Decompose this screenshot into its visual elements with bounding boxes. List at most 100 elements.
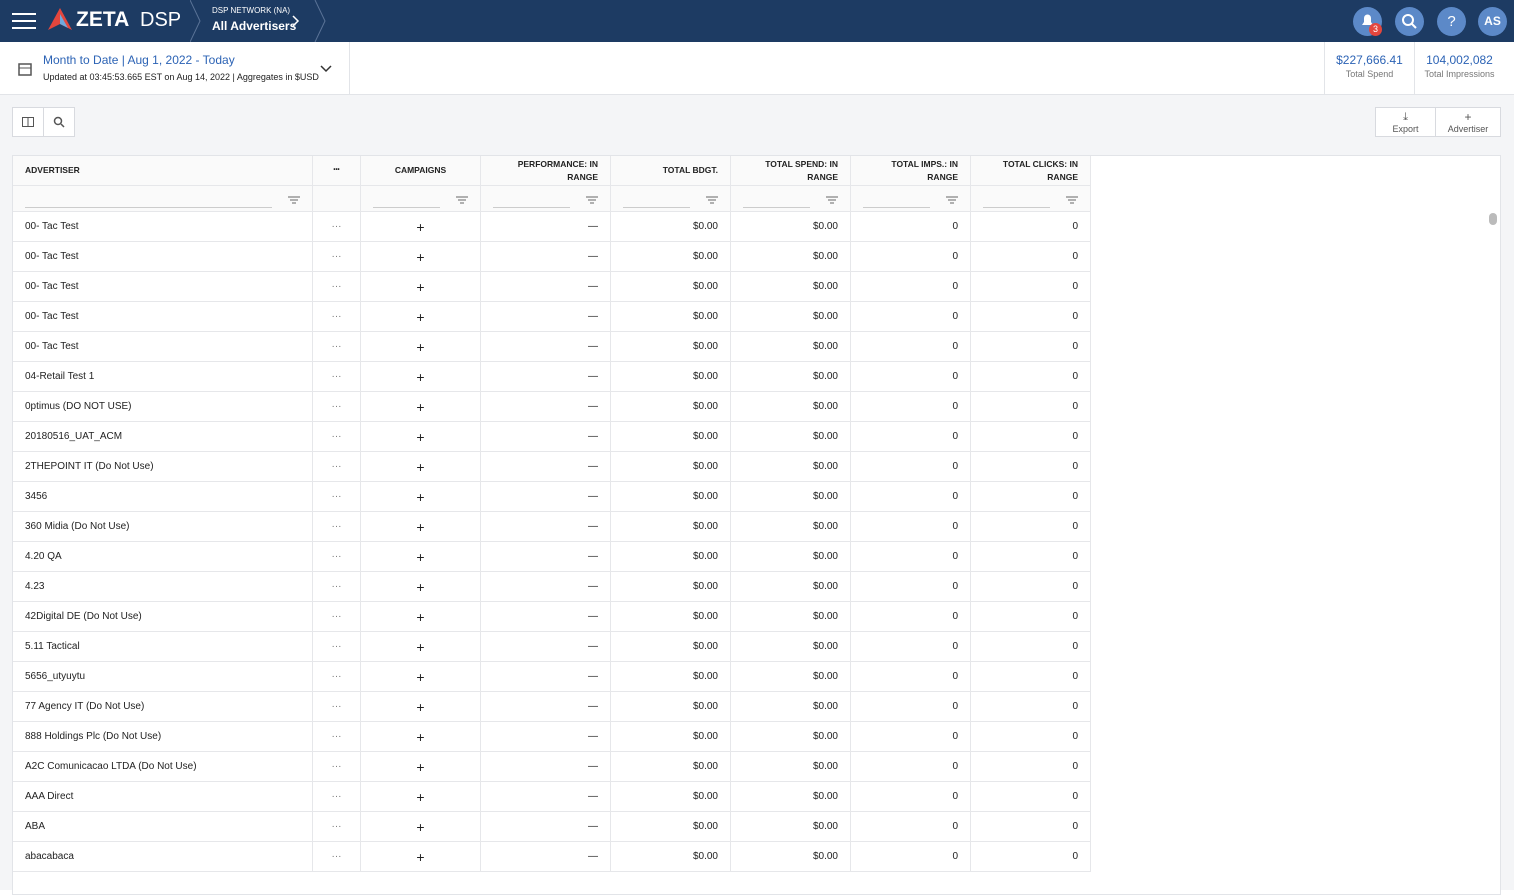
advertiser-name[interactable]: 42Digital DE (Do Not Use) — [13, 602, 313, 632]
row-menu[interactable]: ··· — [313, 692, 361, 722]
advertiser-name[interactable]: abacabaca — [13, 842, 313, 872]
advertiser-name[interactable]: ABA — [13, 812, 313, 842]
advertiser-name[interactable]: 5656_utyuytu — [13, 662, 313, 692]
filter-input[interactable] — [493, 207, 570, 208]
add-campaign[interactable]: + — [361, 362, 481, 392]
row-menu[interactable]: ··· — [313, 302, 361, 332]
add-campaign[interactable]: + — [361, 392, 481, 422]
search-table-button[interactable] — [43, 107, 75, 137]
filter-input[interactable] — [25, 207, 272, 208]
add-campaign[interactable]: + — [361, 752, 481, 782]
filter-icon[interactable] — [456, 196, 468, 204]
row-menu[interactable]: ··· — [313, 482, 361, 512]
advertiser-name[interactable]: AAA Direct — [13, 782, 313, 812]
add-campaign[interactable]: + — [361, 542, 481, 572]
add-campaign[interactable]: + — [361, 722, 481, 752]
row-menu[interactable]: ··· — [313, 842, 361, 872]
filter-icon[interactable] — [706, 196, 718, 204]
filter-icon[interactable] — [946, 196, 958, 204]
advertiser-name[interactable]: 04-Retail Test 1 — [13, 362, 313, 392]
advertiser-name[interactable]: 5.11 Tactical — [13, 632, 313, 662]
add-campaign[interactable]: + — [361, 632, 481, 662]
advertiser-name[interactable]: 00- Tac Test — [13, 212, 313, 242]
add-campaign[interactable]: + — [361, 602, 481, 632]
filter-icon[interactable] — [1066, 196, 1078, 204]
columns-button[interactable] — [12, 107, 44, 137]
filter-input[interactable] — [373, 207, 440, 208]
column-header[interactable]: TOTAL SPEND: IN RANGE — [731, 156, 851, 186]
add-campaign[interactable]: + — [361, 812, 481, 842]
add-campaign[interactable]: + — [361, 422, 481, 452]
filter-input[interactable] — [623, 207, 690, 208]
advertiser-name[interactable]: 00- Tac Test — [13, 302, 313, 332]
column-header[interactable]: TOTAL IMPS.: IN RANGE — [851, 156, 971, 186]
row-menu[interactable]: ··· — [313, 572, 361, 602]
row-menu[interactable]: ··· — [313, 272, 361, 302]
advertiser-name[interactable]: 77 Agency IT (Do Not Use) — [13, 692, 313, 722]
search-button[interactable] — [1395, 7, 1424, 36]
filter-input[interactable] — [743, 207, 810, 208]
row-menu[interactable]: ··· — [313, 452, 361, 482]
filter-icon[interactable] — [288, 196, 300, 204]
date-dropdown[interactable] — [320, 65, 332, 73]
add-campaign[interactable]: + — [361, 212, 481, 242]
advertiser-name[interactable]: 888 Holdings Plc (Do Not Use) — [13, 722, 313, 752]
scope[interactable]: All Advertisers — [212, 19, 297, 33]
add-campaign[interactable]: + — [361, 272, 481, 302]
column-menu[interactable]: ••• — [313, 156, 361, 186]
advertiser-name[interactable]: 360 Midia (Do Not Use) — [13, 512, 313, 542]
row-menu[interactable]: ··· — [313, 422, 361, 452]
row-menu[interactable]: ··· — [313, 782, 361, 812]
row-menu[interactable]: ··· — [313, 752, 361, 782]
advertiser-name[interactable]: 3456 — [13, 482, 313, 512]
row-menu[interactable]: ··· — [313, 662, 361, 692]
scrollbar-thumb[interactable] — [1489, 213, 1497, 225]
advertiser-name[interactable]: 20180516_UAT_ACM — [13, 422, 313, 452]
column-header[interactable]: ADVERTISER — [13, 156, 313, 186]
add-campaign[interactable]: + — [361, 242, 481, 272]
add-campaign[interactable]: + — [361, 482, 481, 512]
date-range[interactable]: Month to Date | Aug 1, 2022 - Today — [43, 53, 235, 67]
add-advertiser-button[interactable]: + Advertiser — [1435, 107, 1501, 137]
add-campaign[interactable]: + — [361, 302, 481, 332]
row-menu[interactable]: ··· — [313, 722, 361, 752]
row-menu[interactable]: ··· — [313, 512, 361, 542]
row-menu[interactable]: ··· — [313, 812, 361, 842]
add-campaign[interactable]: + — [361, 662, 481, 692]
row-menu[interactable]: ··· — [313, 632, 361, 662]
help-button[interactable]: ? — [1437, 7, 1466, 36]
row-menu[interactable]: ··· — [313, 392, 361, 422]
add-campaign[interactable]: + — [361, 512, 481, 542]
column-header[interactable]: TOTAL CLICKS: IN RANGE — [971, 156, 1091, 186]
filter-icon[interactable] — [586, 196, 598, 204]
filter-icon[interactable] — [826, 196, 838, 204]
row-menu[interactable]: ··· — [313, 332, 361, 362]
row-menu[interactable]: ··· — [313, 362, 361, 392]
row-menu[interactable]: ··· — [313, 242, 361, 272]
advertiser-name[interactable]: 00- Tac Test — [13, 242, 313, 272]
avatar[interactable]: AS — [1478, 7, 1507, 36]
advertiser-name[interactable]: 00- Tac Test — [13, 272, 313, 302]
add-campaign[interactable]: + — [361, 842, 481, 872]
export-button[interactable]: ⤓ Export — [1375, 107, 1436, 137]
row-menu[interactable]: ··· — [313, 542, 361, 572]
add-campaign[interactable]: + — [361, 332, 481, 362]
add-campaign[interactable]: + — [361, 572, 481, 602]
add-campaign[interactable]: + — [361, 782, 481, 812]
advertiser-name[interactable]: 2THEPOINT IT (Do Not Use) — [13, 452, 313, 482]
advertiser-name[interactable]: A2C Comunicacao LTDA (Do Not Use) — [13, 752, 313, 782]
advertiser-name[interactable]: 00- Tac Test — [13, 332, 313, 362]
menu-button[interactable] — [12, 12, 36, 30]
row-menu[interactable]: ··· — [313, 602, 361, 632]
filter-input[interactable] — [983, 207, 1050, 208]
notifications-button[interactable]: 3 — [1353, 7, 1382, 36]
column-header[interactable]: CAMPAIGNS — [361, 156, 481, 186]
row-menu[interactable]: ··· — [313, 212, 361, 242]
add-campaign[interactable]: + — [361, 692, 481, 722]
column-header[interactable]: TOTAL BDGT. — [611, 156, 731, 186]
filter-input[interactable] — [863, 207, 930, 208]
advertiser-name[interactable]: 0ptimus (DO NOT USE) — [13, 392, 313, 422]
column-header[interactable]: PERFORMANCE: IN RANGE — [481, 156, 611, 186]
add-campaign[interactable]: + — [361, 452, 481, 482]
advertiser-name[interactable]: 4.23 — [13, 572, 313, 602]
